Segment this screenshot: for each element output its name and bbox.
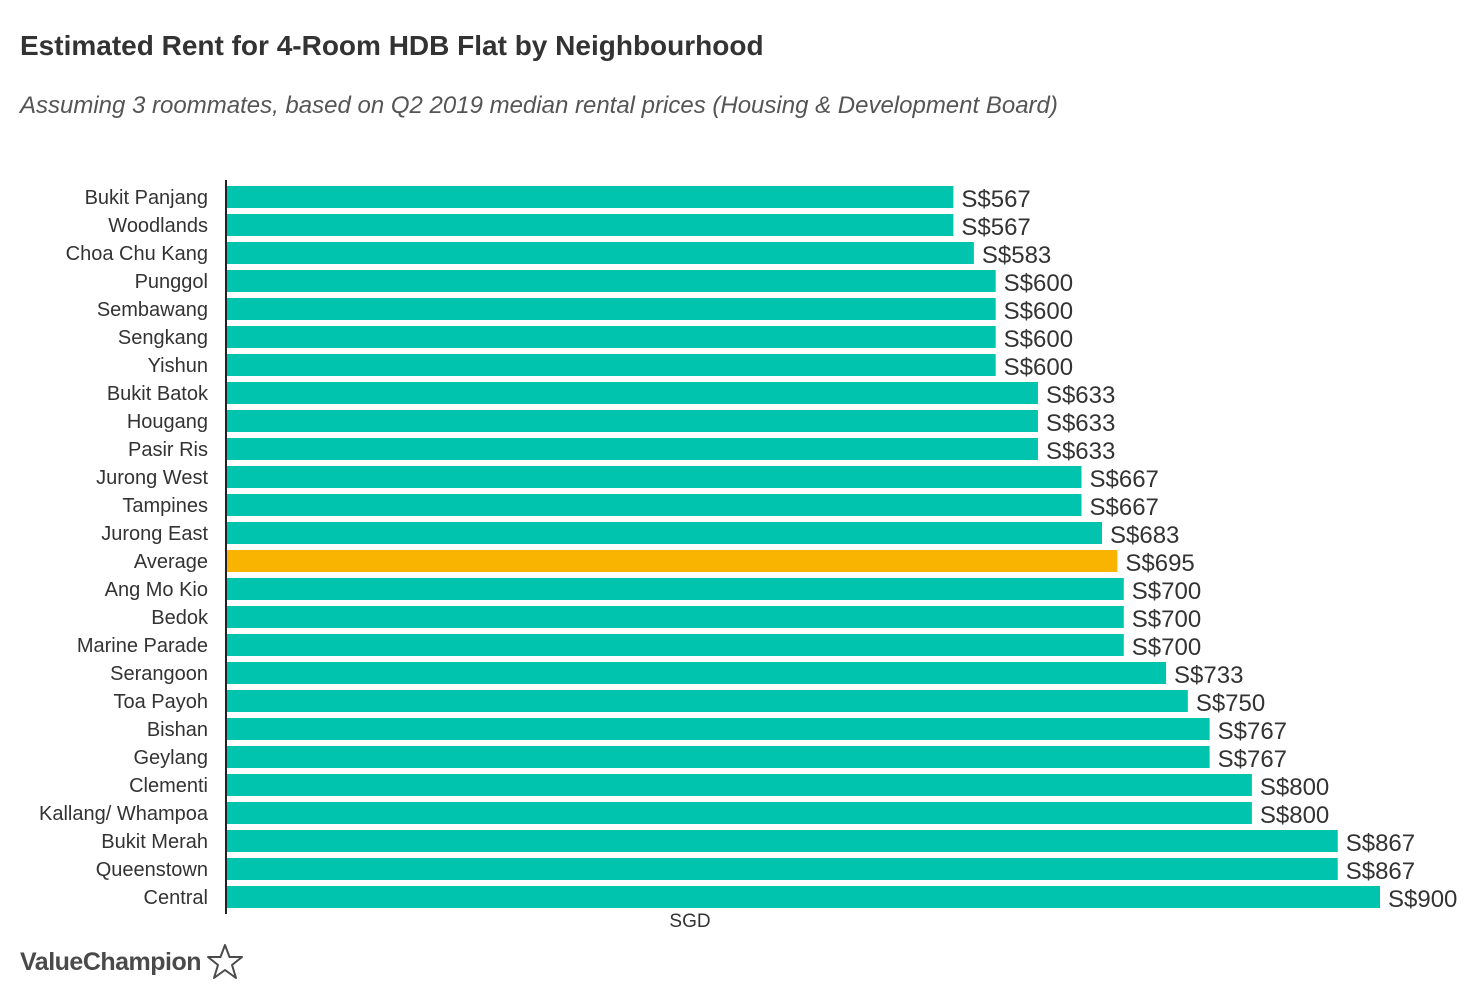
data-label: S$750 — [1196, 690, 1265, 717]
category-label: Marine Parade — [77, 635, 208, 657]
bar-bukit-merah — [227, 830, 1338, 852]
bar-choa-chu-kang — [227, 242, 974, 264]
category-label: Bishan — [147, 719, 208, 741]
data-label: S$667 — [1090, 494, 1159, 521]
x-axis-label: SGD — [669, 911, 711, 932]
bar-central — [227, 886, 1380, 908]
bar-kallang-whampoa — [227, 802, 1252, 824]
data-label: S$600 — [1004, 298, 1073, 325]
bar-yishun — [227, 354, 996, 376]
brand-logo: ValueChampion — [20, 942, 245, 982]
data-label: S$600 — [1004, 354, 1073, 381]
star-outline-icon — [207, 944, 244, 979]
bar-bishan — [227, 718, 1210, 740]
bar-pasir-ris — [227, 438, 1038, 460]
category-label: Bukit Batok — [107, 383, 209, 405]
bar-geylang — [227, 746, 1210, 768]
bar-marine-parade — [227, 634, 1124, 656]
data-label: S$800 — [1260, 802, 1329, 829]
bar-queenstown — [227, 858, 1338, 880]
bar-serangoon — [227, 662, 1167, 684]
category-label: Serangoon — [110, 663, 208, 685]
data-label: S$695 — [1125, 550, 1194, 577]
data-label: S$800 — [1260, 774, 1329, 801]
bar-bukit-batok — [227, 382, 1038, 404]
brand-name: ValueChampion — [20, 947, 202, 976]
data-label: S$700 — [1132, 606, 1201, 633]
data-label: S$733 — [1174, 662, 1243, 689]
category-label: Jurong East — [101, 523, 208, 545]
category-label: Punggol — [135, 271, 208, 293]
data-label: S$867 — [1346, 858, 1415, 885]
data-label: S$567 — [961, 214, 1030, 241]
category-label: Yishun — [148, 355, 208, 377]
category-label: Central — [144, 887, 208, 909]
data-label: S$633 — [1046, 438, 1115, 465]
category-label: Bukit Panjang — [85, 187, 208, 209]
category-label: Hougang — [127, 411, 208, 433]
category-label: Choa Chu Kang — [66, 243, 208, 265]
bar-hougang — [227, 410, 1038, 432]
category-label: Pasir Ris — [128, 439, 208, 461]
category-label: Sembawang — [97, 299, 208, 321]
bar-bukit-panjang — [227, 186, 954, 208]
category-label: Toa Payoh — [113, 691, 208, 713]
category-label: Average — [134, 551, 208, 573]
category-label: Queenstown — [96, 859, 208, 881]
bar-average — [227, 550, 1118, 572]
data-label: S$867 — [1346, 830, 1415, 857]
bar-sengkang — [227, 326, 996, 348]
chart-subtitle: Assuming 3 roommates, based on Q2 2019 m… — [20, 92, 1058, 119]
category-label: Bedok — [151, 607, 209, 629]
category-label: Sengkang — [118, 327, 208, 349]
chart-title: Estimated Rent for 4-Room HDB Flat by Ne… — [20, 30, 764, 61]
bar-punggol — [227, 270, 996, 292]
category-label: Kallang/ Whampoa — [39, 803, 209, 825]
category-label: Geylang — [134, 747, 209, 769]
data-label: S$583 — [982, 242, 1051, 269]
data-label: S$683 — [1110, 522, 1179, 549]
bar-sembawang — [227, 298, 996, 320]
data-label: S$767 — [1218, 746, 1287, 773]
data-label: S$700 — [1132, 578, 1201, 605]
category-label: Clementi — [129, 775, 208, 797]
data-label: S$900 — [1388, 886, 1457, 913]
data-label: S$633 — [1046, 382, 1115, 409]
bar-toa-payoh — [227, 690, 1188, 712]
bar-jurong-east — [227, 522, 1102, 544]
category-label: Bukit Merah — [101, 831, 208, 853]
bar-woodlands — [227, 214, 954, 236]
data-label: S$767 — [1218, 718, 1287, 745]
category-label: Ang Mo Kio — [105, 579, 208, 601]
category-label: Jurong West — [96, 467, 208, 489]
data-label: S$633 — [1046, 410, 1115, 437]
bar-tampines — [227, 494, 1082, 516]
category-label: Tampines — [122, 495, 208, 517]
bar-bedok — [227, 606, 1124, 628]
data-label: S$600 — [1004, 326, 1073, 353]
category-label: Woodlands — [108, 215, 208, 237]
bar-clementi — [227, 774, 1252, 796]
data-label: S$600 — [1004, 270, 1073, 297]
bar-jurong-west — [227, 466, 1082, 488]
data-label: S$667 — [1090, 466, 1159, 493]
data-label: S$700 — [1132, 634, 1201, 661]
data-label: S$567 — [961, 186, 1030, 213]
bar-ang-mo-kio — [227, 578, 1124, 600]
